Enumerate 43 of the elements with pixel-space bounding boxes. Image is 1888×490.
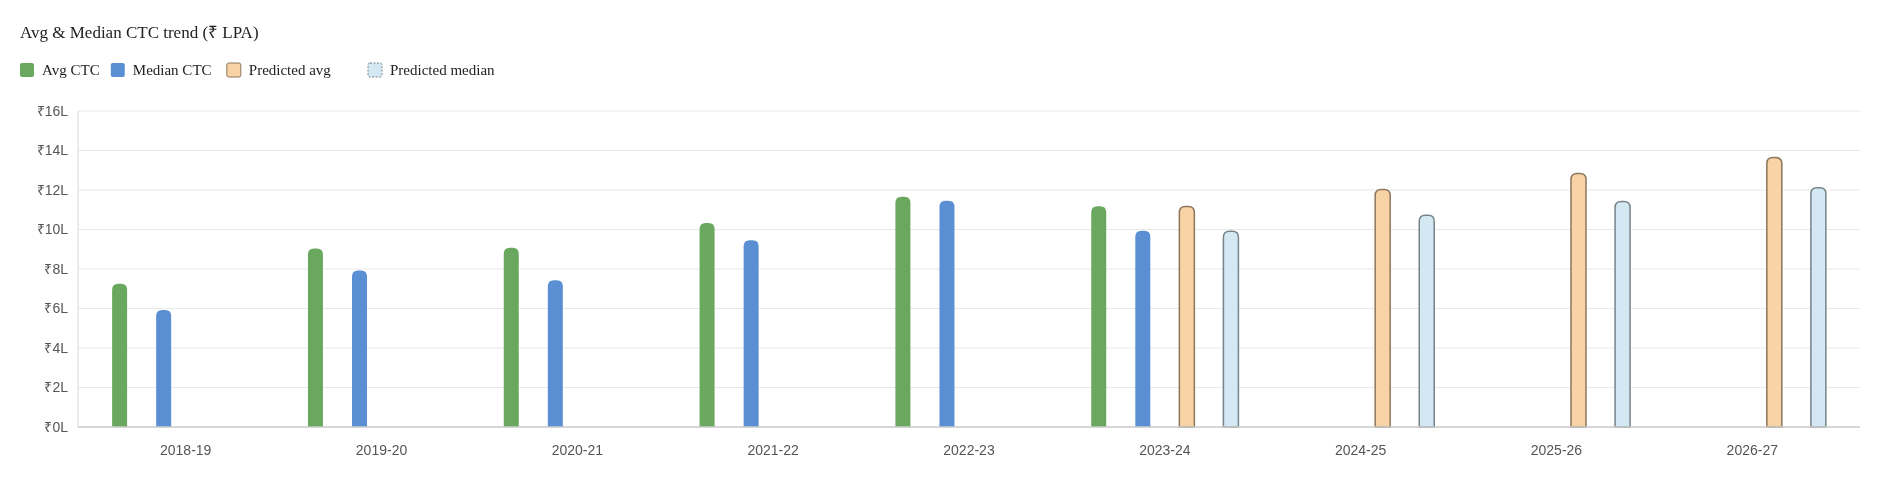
bar (1614, 200, 1631, 428)
y-tick-label: ₹8L (44, 260, 69, 277)
bar (1091, 206, 1107, 427)
bar (1570, 172, 1587, 428)
bar (1178, 205, 1196, 428)
bar (112, 283, 128, 427)
bar (1374, 188, 1391, 428)
bar (743, 240, 759, 427)
chart-title: Avg & Median CTC trend (₹ LPA) (20, 23, 259, 42)
bar (939, 200, 955, 427)
bar (1222, 230, 1240, 428)
bar (547, 280, 563, 427)
legend-label: Predicted median (390, 62, 496, 78)
x-tick-label: 2022-23 (943, 442, 995, 458)
y-tick-label: ₹6L (44, 300, 69, 317)
x-tick-label: 2024-25 (1334, 442, 1387, 458)
bar (1810, 187, 1827, 428)
legend-label: Avg CTC (42, 62, 100, 78)
bar (503, 247, 519, 427)
x-tick-label: 2021-22 (747, 442, 800, 458)
bar (895, 196, 911, 427)
x-tick-label: 2020-21 (551, 442, 604, 458)
y-tick-label: ₹14L (36, 142, 69, 159)
x-tick-label: 2018-19 (160, 442, 212, 458)
y-tick-label: ₹12L (36, 181, 69, 198)
y-tick-label: ₹10L (36, 221, 69, 238)
x-tick-label: 2019-20 (355, 442, 408, 458)
bar (307, 248, 323, 427)
x-tick-label: 2025-26 (1530, 442, 1583, 458)
y-tick-label: ₹0L (44, 418, 69, 435)
bar (352, 270, 367, 427)
legend-label: Predicted avg (248, 62, 332, 78)
bar (156, 309, 172, 427)
bar (1135, 230, 1151, 427)
bar (1418, 214, 1435, 428)
x-tick-label: 2023-24 (1139, 442, 1191, 458)
bar (699, 222, 715, 427)
x-tick-label: 2026-27 (1726, 442, 1779, 458)
y-tick-label: ₹4L (44, 339, 69, 356)
y-tick-label: ₹16L (36, 102, 69, 119)
legend-label: Median CTC (132, 62, 212, 78)
y-tick-label: ₹2L (44, 379, 69, 396)
bar (1766, 156, 1783, 428)
